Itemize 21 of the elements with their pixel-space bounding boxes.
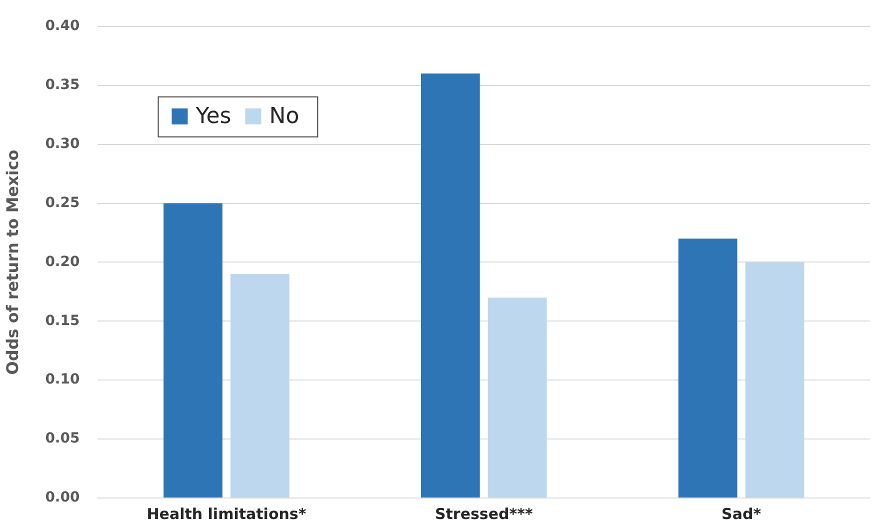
y-tick-label: 0.05 bbox=[45, 430, 80, 447]
bar bbox=[230, 274, 290, 498]
bar bbox=[164, 203, 222, 498]
y-tick-label: 0.20 bbox=[45, 254, 80, 270]
bar bbox=[488, 298, 547, 498]
y-tick-label: 0.35 bbox=[45, 76, 80, 93]
x-tick-label: Health limitations* bbox=[146, 504, 306, 523]
x-tick-label: Stressed*** bbox=[434, 504, 533, 523]
bar bbox=[678, 238, 738, 498]
x-tick-label: Sad* bbox=[722, 504, 762, 523]
legend-label: Yes bbox=[194, 104, 232, 130]
y-tick-label: 0.00 bbox=[45, 490, 80, 506]
y-tick-label: 0.25 bbox=[45, 194, 80, 211]
y-tick-label: 0.15 bbox=[45, 312, 80, 329]
y-tick-label: 0.10 bbox=[45, 372, 80, 388]
y-tick-label: 0.40 bbox=[45, 18, 80, 34]
y-tick-label: 0.30 bbox=[45, 136, 80, 152]
bar bbox=[745, 262, 804, 498]
bar bbox=[420, 74, 480, 498]
legend-label: No bbox=[269, 104, 300, 130]
y-axis-title: Odds of return to Mexico bbox=[2, 150, 22, 375]
